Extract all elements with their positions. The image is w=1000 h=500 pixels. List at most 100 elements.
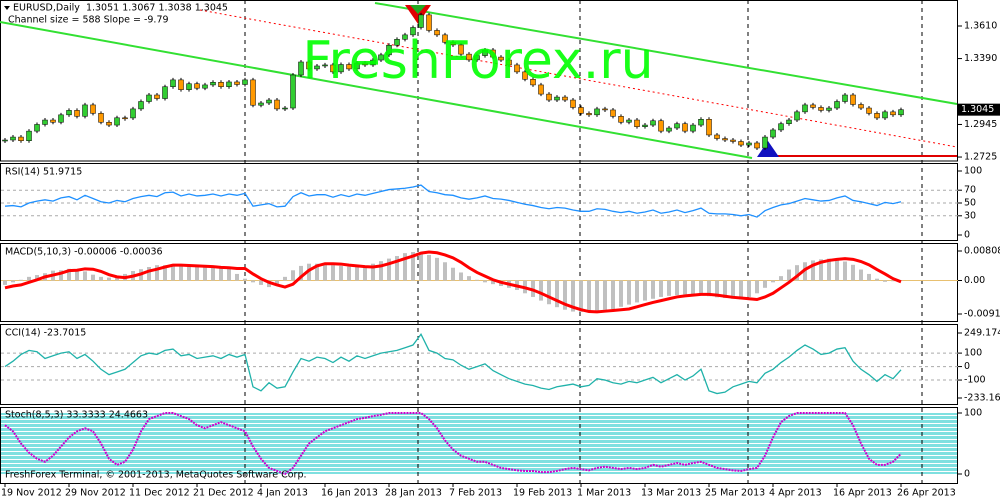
candle	[242, 79, 248, 85]
macd-bar	[363, 265, 367, 281]
candle	[530, 79, 536, 86]
candle	[666, 127, 672, 132]
candle	[682, 123, 688, 132]
candle	[810, 104, 816, 108]
macd-bar	[779, 276, 783, 281]
macd-bar	[283, 276, 287, 281]
y-tick-label: 100	[964, 408, 982, 419]
candle	[674, 123, 680, 129]
candle	[98, 113, 104, 123]
candle	[466, 53, 472, 61]
macd-bar	[427, 254, 431, 281]
symbol-title: EURUSD,Daily 1.3051 1.3067 1.3038 1.3045	[13, 3, 228, 14]
y-tick-label: 0	[964, 469, 970, 480]
x-tick-label: 11 Dec 2012	[129, 488, 190, 499]
macd-bar	[323, 264, 327, 281]
macd-bar	[35, 275, 39, 281]
macd-bar	[347, 266, 351, 281]
candle	[594, 108, 600, 116]
candle	[890, 111, 896, 116]
candle	[610, 109, 616, 117]
stoch-panel	[0, 407, 958, 484]
cci-panel	[0, 324, 958, 405]
candle	[698, 119, 704, 126]
macd-bar	[699, 280, 703, 296]
candle	[138, 101, 144, 110]
candle	[114, 117, 120, 126]
candle	[514, 64, 520, 73]
macd-bar	[571, 280, 575, 312]
candle	[194, 83, 200, 89]
macd-bar	[731, 280, 735, 299]
macd-bar	[355, 266, 359, 281]
candle	[362, 62, 368, 66]
macd-bar	[99, 276, 103, 281]
macd-bar	[675, 280, 679, 296]
macd-bar	[435, 257, 439, 281]
macd-bar	[691, 280, 695, 295]
x-tick-label: 19 Feb 2013	[513, 488, 572, 499]
x-tick-label: 4 Jan 2013	[257, 488, 308, 499]
main-panel	[0, 0, 958, 162]
candle	[354, 62, 360, 70]
candle	[306, 61, 312, 70]
candle	[626, 119, 632, 123]
candle	[298, 61, 304, 76]
macd-bar	[19, 279, 23, 281]
macd-bar	[579, 280, 583, 312]
data-layer: 1.3610 1.3390 1.2945 1.2725 1.3045 19 Nov 201…	[1, 12, 1000, 499]
candle	[586, 113, 592, 116]
candle	[538, 84, 544, 95]
candle	[762, 136, 768, 149]
macd-bar	[451, 267, 455, 281]
candle	[226, 81, 232, 87]
candle	[170, 79, 176, 87]
candle	[402, 34, 408, 40]
rsi-title: RSI(14) 51.9715	[5, 167, 82, 178]
macd-bar	[171, 265, 175, 281]
x-tick-label: 1 Mar 2013	[577, 488, 631, 499]
candle	[314, 65, 320, 70]
candle	[842, 94, 848, 102]
candle	[786, 119, 792, 124]
macd-bar	[315, 263, 319, 281]
y-tick-label: 1.3390	[964, 53, 997, 64]
macd-bar	[867, 273, 871, 281]
macd-bar	[795, 265, 799, 281]
macd-bar	[707, 280, 711, 297]
candle	[730, 139, 736, 142]
macd-bar	[683, 280, 687, 295]
y-tick-label: 0	[964, 361, 970, 372]
candle	[482, 49, 488, 56]
macd-bar	[27, 276, 31, 281]
macd-bar	[787, 269, 791, 281]
x-tick-label: 21 Dec 2012	[193, 488, 254, 499]
macd-bar	[851, 264, 855, 281]
macd-bar	[67, 268, 71, 281]
macd-bar	[83, 271, 87, 281]
candle	[658, 120, 664, 132]
candle	[834, 101, 840, 109]
indicator-line	[4, 332, 902, 395]
y-tick-label: 70	[964, 185, 976, 196]
x-tick-label: 19 Nov 2012	[1, 488, 62, 499]
candle	[330, 64, 336, 73]
y-tick-label: -233.162	[964, 393, 1000, 404]
macd-bar	[203, 267, 207, 281]
stoch-band	[1, 413, 957, 474]
rsi-panel	[0, 163, 958, 241]
macd-bar	[835, 259, 839, 281]
macd-bar	[739, 280, 743, 300]
stoch-title: Stoch(8,5,3) 33.3333 24.4663	[5, 410, 148, 421]
candle	[506, 59, 512, 66]
macd-bar	[587, 280, 591, 312]
y-tick-label: 1.3610	[964, 20, 997, 31]
candle	[490, 49, 496, 58]
macd-bar	[563, 280, 567, 310]
candle	[850, 94, 856, 105]
macd-bar	[811, 260, 815, 281]
footer: FreshForex Terminal, © 2001-2013, MetaQu…	[5, 470, 307, 481]
candle	[290, 74, 296, 109]
macd-bar	[211, 267, 215, 281]
